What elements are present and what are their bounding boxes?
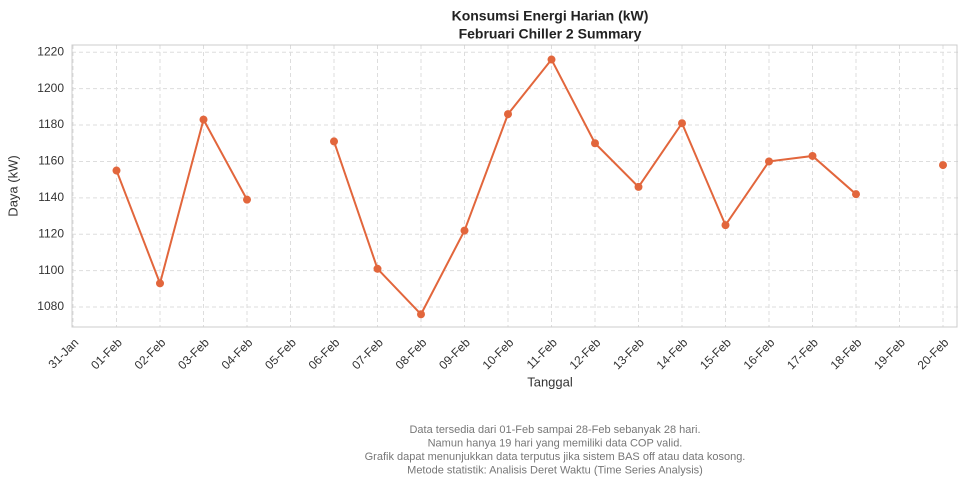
x-tick-label: 20-Feb [915,335,952,372]
x-tick-label: 12-Feb [567,335,604,372]
x-tick-label: 02-Feb [132,335,169,372]
x-tick-label: 19-Feb [871,335,908,372]
x-tick-label: 09-Feb [436,335,473,372]
x-tick-label: 01-Feb [88,335,125,372]
data-point [939,161,947,170]
x-tick-label: 07-Feb [349,335,386,372]
y-tick-label: 1180 [38,117,64,131]
y-tick-label: 1200 [37,81,64,95]
data-point [808,151,817,160]
y-tick-label: 1140 [38,190,64,204]
y-tick-label: 1220 [37,44,64,58]
data-point [156,279,164,288]
data-point [330,137,338,146]
data-point [504,110,512,119]
data-point [373,264,382,273]
series-line [117,60,944,315]
note: Metode statistik: Analisis Deret Waktu (… [407,464,703,476]
y-tick-label: 1080 [37,299,64,313]
y-tick-label: 1160 [38,154,64,168]
x-tick-label: 08-Feb [393,335,430,372]
data-point [852,190,860,199]
y-tick-label: 1120 [38,226,64,240]
x-tick-label: 15-Feb [697,335,734,372]
x-tick-label: 14-Feb [654,335,691,372]
data-point [417,310,425,319]
data-point [591,139,599,148]
x-tick-label: 04-Feb [219,335,256,372]
data-point [765,157,773,166]
data-point [678,119,686,128]
data-point [112,166,121,175]
x-tick-label: 31-Jan [46,335,82,371]
x-tick-label: 18-Feb [828,335,865,372]
note: Grafik dapat menunjukkan data terputus j… [365,451,746,463]
x-tick-label: 11-Feb [524,335,560,371]
x-tick-label: 05-Feb [262,335,299,372]
x-tick-label: 17-Feb [784,335,821,372]
data-point [460,226,469,235]
data-point [547,55,556,64]
data-point [243,195,251,204]
x-tick-label: 13-Feb [610,335,647,372]
data-point [634,182,643,191]
note: Data tersedia dari 01-Feb sampai 28-Feb … [409,424,700,436]
x-tick-label: 10-Feb [480,335,517,372]
x-tick-label: 03-Feb [175,335,212,372]
y-tick-label: 1100 [38,263,64,277]
y-axis-label: Daya (kW) [5,155,20,216]
data-point [199,115,208,124]
x-tick-label: 06-Feb [306,335,343,372]
chart-title: Konsumsi Energi Harian (kW) [452,8,649,24]
note: Namun hanya 19 hari yang memiliki data C… [428,437,683,449]
x-axis-label: Tanggal [527,374,573,389]
x-tick-label: 16-Feb [741,335,778,372]
data-point [721,221,730,230]
chart-subtitle: Februari Chiller 2 Summary [459,26,642,42]
notes: Data tersedia dari 01-Feb sampai 28-Feb … [365,424,746,477]
plot-frame [71,44,958,328]
